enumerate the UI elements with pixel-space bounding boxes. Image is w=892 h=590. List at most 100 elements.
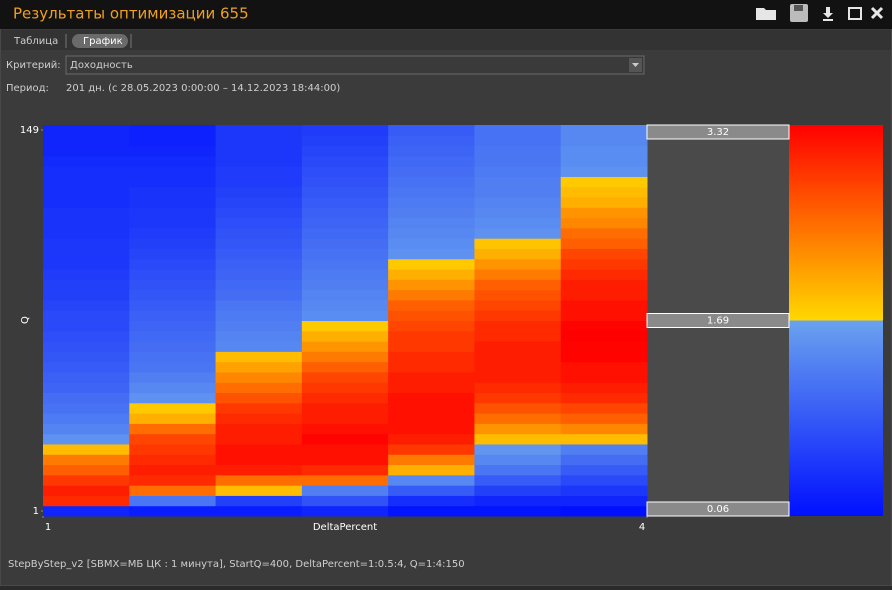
heatmap-cell <box>301 207 389 219</box>
heatmap-cell <box>301 361 389 373</box>
heatmap-cell <box>388 258 475 270</box>
heatmap-cell <box>301 351 389 363</box>
heatmap-cell <box>43 330 130 342</box>
heatmap-cell <box>129 454 217 466</box>
save-icon-part <box>794 5 803 11</box>
heatmap-cell <box>129 330 217 342</box>
heatmap-cell <box>560 207 648 219</box>
heatmap-cell <box>474 258 562 270</box>
heatmap-cell <box>43 402 130 414</box>
heatmap-cell <box>560 279 648 291</box>
heatmap-cell <box>388 423 475 435</box>
heatmap-cell <box>215 320 303 332</box>
heatmap-cell <box>129 207 217 219</box>
heatmap-cell <box>560 155 648 167</box>
heatmap-cell <box>474 125 562 136</box>
heatmap-cell <box>388 320 475 332</box>
heatmap-cell <box>215 413 303 424</box>
heatmap-cell <box>474 351 562 363</box>
heatmap-cell <box>388 413 475 424</box>
heatmap-cell <box>560 485 648 496</box>
heatmap-cell <box>215 371 303 383</box>
heatmap-cell <box>560 238 648 249</box>
heatmap-cell <box>560 382 648 394</box>
heatmap-cell <box>388 248 475 260</box>
heatmap-cell <box>215 197 303 208</box>
maximize-icon[interactable] <box>848 7 862 20</box>
close-icon[interactable] <box>870 6 884 20</box>
heatmap-cell <box>129 269 217 280</box>
heatmap-cell <box>560 495 648 507</box>
tab[interactable]: Таблица <box>13 36 58 47</box>
heatmap-cell <box>474 238 562 249</box>
heatmap-cell <box>43 443 130 455</box>
heatmap-cell <box>43 310 130 321</box>
heatmap-cell <box>388 279 475 291</box>
heatmap-cell <box>301 217 389 229</box>
heatmap-cell <box>560 299 648 311</box>
heatmap-cell <box>474 279 562 291</box>
heatmap-cell <box>474 197 562 208</box>
heatmap-cell <box>388 485 475 496</box>
heatmap-cell <box>388 145 475 157</box>
heatmap-cell <box>129 289 217 301</box>
heatmap-cell <box>129 166 217 177</box>
colorbar-tick-box <box>646 501 790 517</box>
active-tab-bg[interactable] <box>72 34 128 48</box>
heatmap-cell <box>388 371 475 383</box>
heatmap-cell <box>388 443 475 455</box>
heatmap-cell <box>43 464 130 476</box>
colorbar <box>789 125 883 516</box>
criterion-value[interactable]: Доходность <box>70 60 133 71</box>
heatmap-cell <box>560 227 648 239</box>
open-icon[interactable] <box>756 8 776 20</box>
heatmap-cell <box>129 495 217 507</box>
heatmap-cell <box>215 269 303 280</box>
heatmap-cell <box>301 125 389 136</box>
heatmap-cell <box>560 217 648 229</box>
colorbar-tick-label: 0.06 <box>707 504 729 515</box>
heatmap-cell <box>301 238 389 249</box>
heatmap-cell <box>560 423 648 435</box>
heatmap-cell <box>474 392 562 404</box>
heatmap-cell <box>129 279 217 291</box>
heatmap-cell <box>560 269 648 280</box>
heatmap-cell <box>215 289 303 301</box>
heatmap-cell <box>301 248 389 260</box>
heatmap-cell <box>388 351 475 363</box>
heatmap-cell <box>474 423 562 435</box>
heatmap-cell <box>43 392 130 404</box>
heatmap-cell <box>474 474 562 486</box>
heatmap-cell <box>129 361 217 373</box>
heatmap-cell <box>43 423 130 435</box>
heatmap-cell <box>43 474 130 486</box>
tab-active[interactable]: График <box>83 36 123 47</box>
heatmap-cell <box>301 269 389 280</box>
heatmap-cell <box>388 310 475 321</box>
criterion-dropdown[interactable] <box>65 55 645 75</box>
heatmap-cell <box>129 392 217 404</box>
heatmap-cell <box>301 197 389 208</box>
dropdown-arrow <box>632 63 639 67</box>
heatmap-cell <box>129 371 217 383</box>
heatmap-cell <box>388 207 475 219</box>
heatmap-cell <box>43 207 130 219</box>
heatmap-cell <box>474 299 562 311</box>
heatmap-cell <box>43 454 130 466</box>
heatmap-cell <box>129 443 217 455</box>
heatmap-cell <box>560 176 648 188</box>
heatmap-cell <box>388 166 475 177</box>
heatmap-cell <box>215 227 303 239</box>
heatmap-cell <box>129 464 217 476</box>
heatmap-cell <box>474 289 562 301</box>
heatmap-cell <box>215 176 303 188</box>
heatmap-cell <box>474 485 562 496</box>
heatmap-cell <box>560 248 648 260</box>
download-icon[interactable] <box>823 7 833 21</box>
heatmap-cell <box>215 125 303 136</box>
heatmap-cell <box>474 217 562 229</box>
heatmap-cell <box>301 413 389 424</box>
heatmap-cell <box>474 495 562 507</box>
heatmap-cell <box>560 413 648 424</box>
